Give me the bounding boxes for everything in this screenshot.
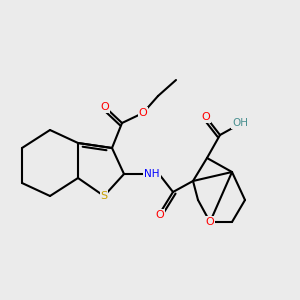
Text: O: O [100,102,109,112]
Text: O: O [202,112,210,122]
Text: O: O [139,108,147,118]
Text: O: O [156,210,164,220]
Text: O: O [206,217,214,227]
Text: NH: NH [144,169,160,179]
Text: OH: OH [232,118,248,128]
Text: S: S [100,191,108,201]
